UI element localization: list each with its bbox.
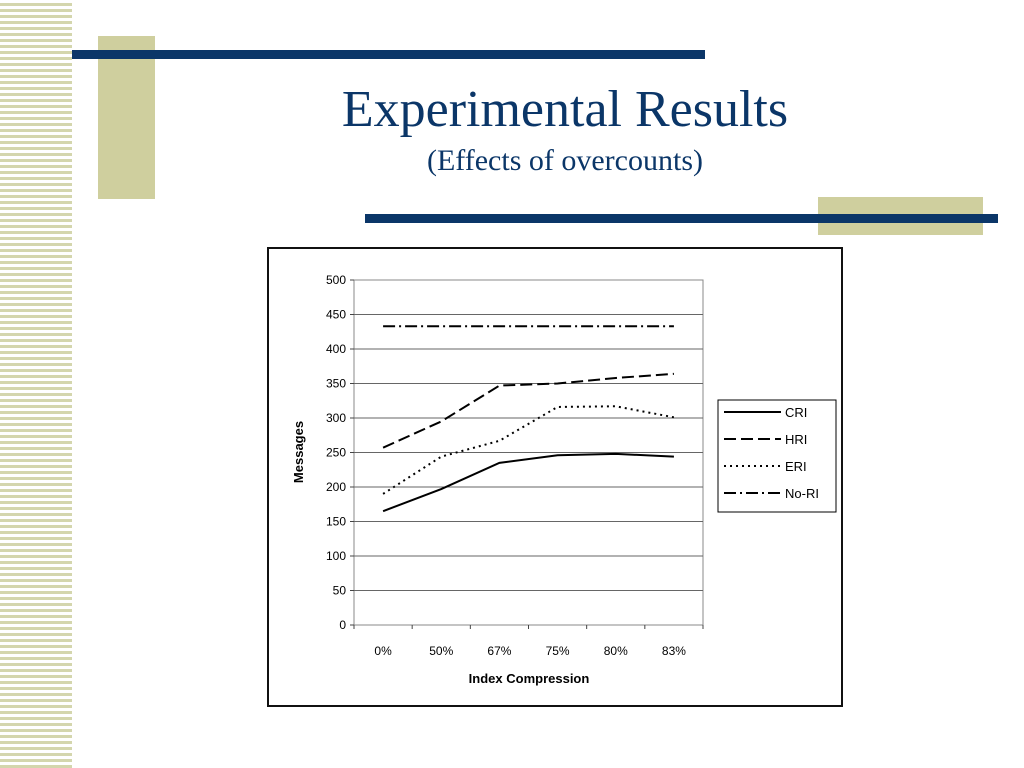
- decorative-stripe-column: [0, 0, 72, 768]
- series-line-cri: [382, 452, 674, 513]
- x-axis-label: Index Compression: [469, 671, 590, 686]
- line-chart: 0 50 100 150 200 250 300 350 400 450 500 0% 50% 67% 7…: [291, 273, 837, 686]
- slide-title: Experimental Results: [341, 81, 789, 138]
- slide-subtitle: (Effects of overcounts): [426, 144, 703, 177]
- x-tick-label: 83%: [662, 644, 686, 658]
- series-line-eri: [382, 405, 675, 495]
- chart-frame: 0 50 100 150 200 250 300 350 400 450 500 0% 50% 67% 7…: [267, 247, 843, 707]
- y-tick-label: 300: [326, 411, 346, 425]
- series-line-hri: [382, 372, 674, 449]
- series-group: [382, 325, 675, 513]
- legend-items: CRI HRI ERI No-RI: [724, 405, 819, 501]
- x-tick-label: 67%: [487, 644, 511, 658]
- y-tick-label: 50: [333, 584, 347, 598]
- y-tick-label: 100: [326, 549, 346, 563]
- y-tick-label: 350: [326, 377, 346, 391]
- legend-label: HRI: [785, 432, 807, 447]
- y-axis-label: Messages: [291, 421, 306, 483]
- y-tick-label: 500: [326, 273, 346, 287]
- gridlines: [354, 314, 703, 591]
- x-axis-ticks: 0% 50% 67% 75% 80% 83%: [353, 625, 704, 658]
- legend-label: No-RI: [785, 486, 819, 501]
- decorative-bar-top: [72, 50, 705, 59]
- y-tick-label: 450: [326, 308, 346, 322]
- x-tick-label: 0%: [374, 644, 392, 658]
- y-tick-label: 400: [326, 342, 346, 356]
- decorative-block-left: [98, 36, 155, 199]
- decorative-bar-bottom: [365, 214, 998, 223]
- legend: CRI HRI ERI No-RI: [717, 399, 837, 513]
- y-tick-label: 150: [326, 515, 346, 529]
- legend-label: ERI: [785, 459, 807, 474]
- y-tick-label: 200: [326, 480, 346, 494]
- x-tick-label: 75%: [546, 644, 570, 658]
- legend-label: CRI: [785, 405, 807, 420]
- y-tick-label: 0: [339, 618, 346, 632]
- y-tick-label: 250: [326, 446, 346, 460]
- y-axis-ticks: 0 50 100 150 200 250 300 350 400 450 500: [326, 273, 354, 632]
- x-tick-label: 80%: [604, 644, 628, 658]
- x-tick-label: 50%: [429, 644, 453, 658]
